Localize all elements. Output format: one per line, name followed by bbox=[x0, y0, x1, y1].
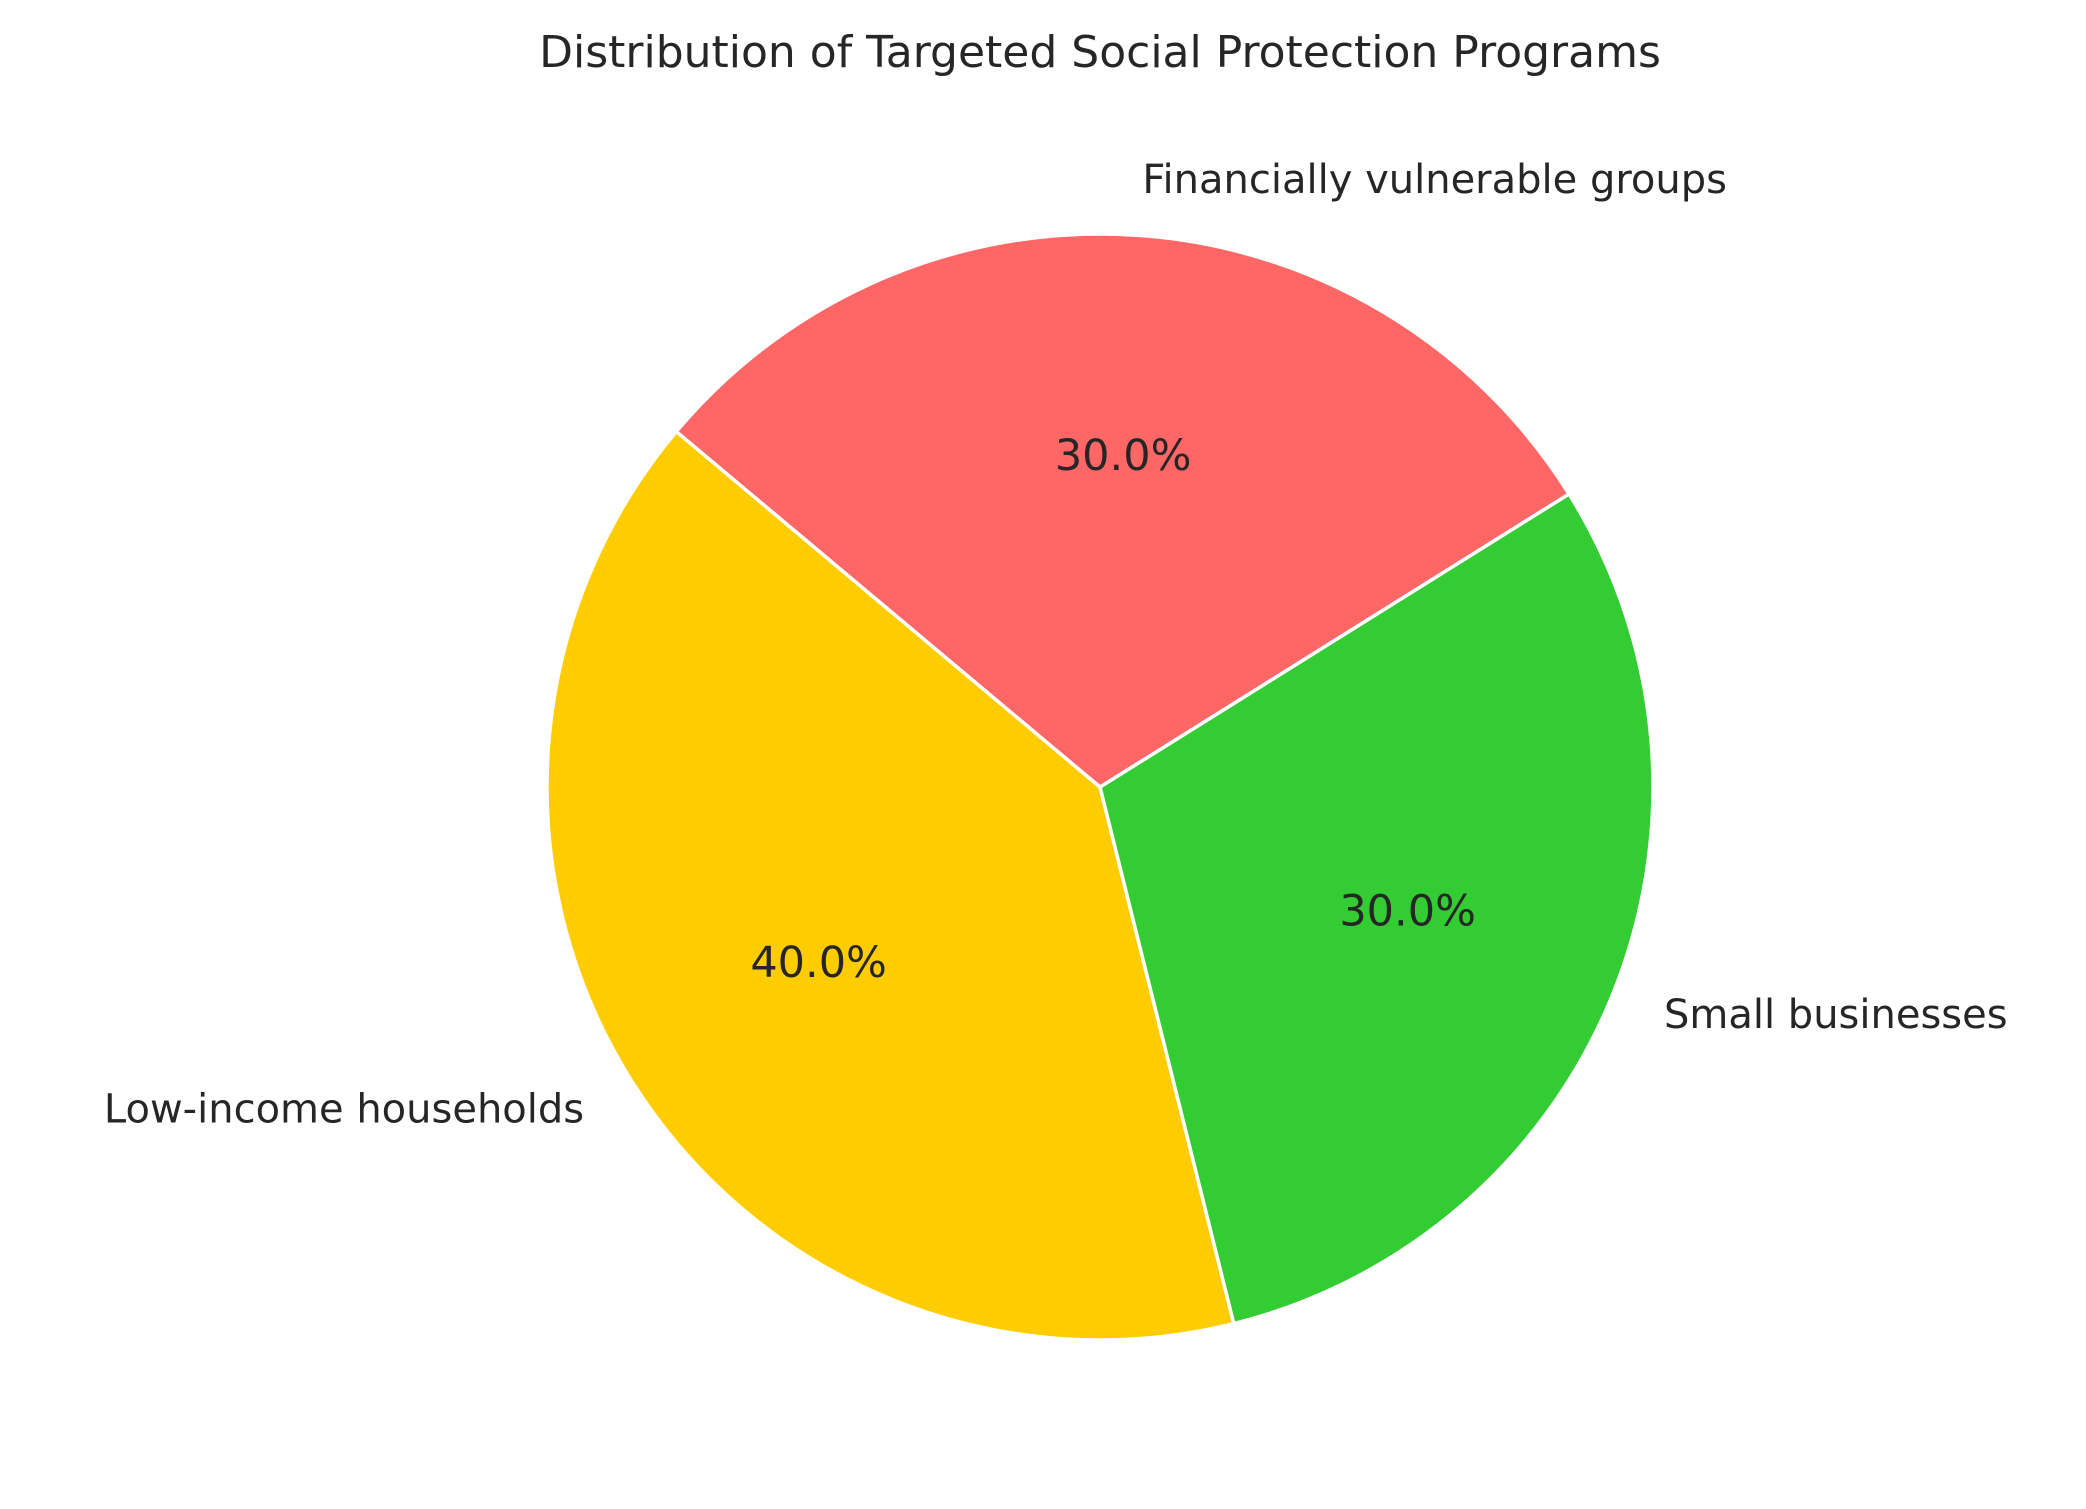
pie-label-financially-vulnerable-groups: Financially vulnerable groups bbox=[1142, 157, 1727, 203]
pie-label-small-businesses: Small businesses bbox=[1664, 992, 2008, 1038]
pie-labels: Low-income households 40.0% Small business… bbox=[104, 157, 2008, 1132]
pie-pct-financially-vulnerable-groups: 30.0% bbox=[1055, 431, 1192, 481]
pie-slice-financially-vulnerable-groups bbox=[674, 232, 1571, 789]
pie-slices bbox=[545, 232, 1655, 1342]
pie-slice-low-income-households bbox=[545, 429, 1236, 1342]
chart-title: Distribution of Targeted Social Protecti… bbox=[539, 27, 1661, 78]
pie-label-low-income-households: Low-income households bbox=[104, 1086, 584, 1132]
pie-pct-small-businesses: 30.0% bbox=[1339, 886, 1476, 936]
pie-pct-low-income-households: 40.0% bbox=[750, 938, 887, 988]
